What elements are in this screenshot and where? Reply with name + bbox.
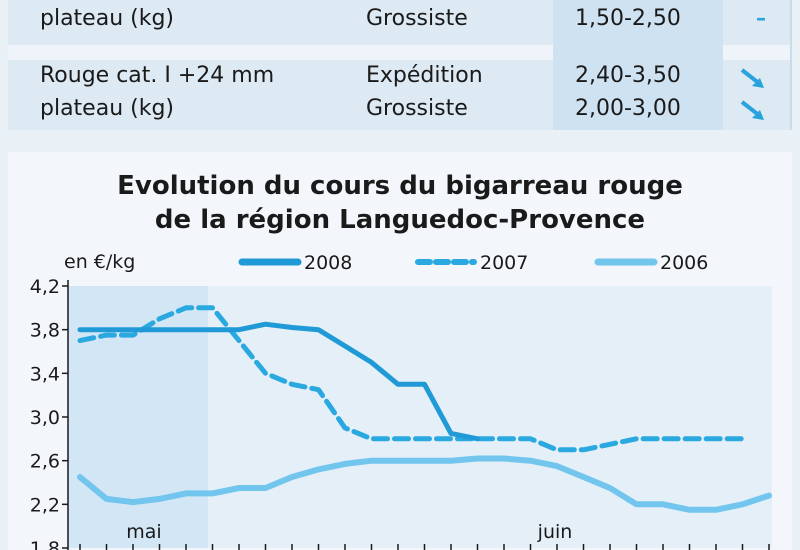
market-label: Expédition — [366, 63, 483, 88]
series-line-2007 — [77, 305, 745, 453]
y-tick-label: 3,4 — [30, 363, 60, 385]
series-line-2008 — [77, 321, 480, 442]
legend-label-2006: 2006 — [660, 252, 708, 274]
legend-label-2008: 2008 — [304, 252, 352, 274]
y-tick-label: 1,8 — [30, 538, 60, 550]
chart-title: Evolution du cours du bigarreau rouge — [117, 171, 683, 201]
market-label: Grossiste — [366, 96, 468, 121]
stable-icon: – — [756, 6, 766, 30]
table-divider — [790, 0, 792, 130]
price-column-highlight — [553, 0, 723, 130]
product-label: Rouge cat. I +24 mm — [40, 63, 275, 88]
product-label: plateau (kg) — [40, 6, 175, 31]
price-range: 2,00-3,00 — [575, 96, 681, 121]
market-label: Grossiste — [366, 6, 468, 31]
price-table: plateau (kg) Grossiste 1,50-2,50 – Rouge… — [8, 0, 792, 130]
y-tick-label: 4,2 — [30, 276, 60, 298]
highlight-band — [68, 286, 208, 548]
legend-label-2007: 2007 — [480, 252, 528, 274]
chart-title: de la région Languedoc-Provence — [154, 205, 646, 235]
y-tick-label: 3,0 — [30, 407, 60, 429]
price-range: 2,40-3,50 — [575, 63, 681, 88]
month-label: juin — [537, 521, 573, 543]
y-axis-label: en €/kg — [64, 251, 135, 273]
price-range: 1,50-2,50 — [575, 6, 681, 31]
month-label: mai — [126, 521, 161, 543]
y-tick-label: 3,8 — [30, 320, 60, 342]
y-tick-label: 2,2 — [30, 494, 60, 516]
y-tick-label: 2,6 — [30, 451, 60, 473]
product-label: plateau (kg) — [40, 96, 175, 121]
